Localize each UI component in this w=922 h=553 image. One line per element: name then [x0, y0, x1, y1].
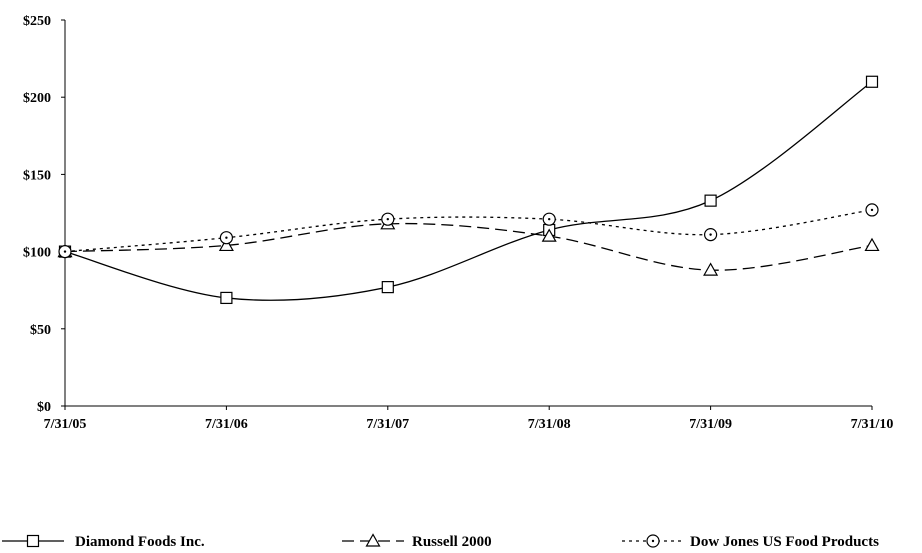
- data-point-dot: [225, 236, 228, 239]
- legend-item: Russell 2000: [342, 533, 492, 550]
- data-point: [218, 237, 234, 252]
- y-tick-label: $200: [23, 91, 51, 106]
- x-tick-label: 7/31/08: [528, 417, 571, 432]
- x-tick-label: 7/31/10: [851, 417, 894, 432]
- x-tick-label: 7/31/09: [689, 417, 732, 432]
- data-point: [865, 75, 879, 88]
- x-tick-group: 7/31/05 7/31/06 7/31/07 7/31/08 7/31/09 7/31/…: [44, 406, 894, 432]
- y-tick-label: $100: [23, 246, 51, 261]
- data-point: [703, 228, 718, 242]
- series-triangle: [57, 216, 880, 276]
- data-point: [703, 262, 719, 276]
- legend-label: Diamond Foods Inc.: [75, 534, 205, 550]
- legend-item: Dow Jones US Food Products: [622, 534, 879, 550]
- data-point-dot: [709, 233, 712, 236]
- y-tick-label: $250: [23, 14, 51, 29]
- data-point: [381, 281, 394, 294]
- data-point: [865, 203, 879, 217]
- data-point-dot: [63, 250, 67, 253]
- series-group: [57, 75, 880, 305]
- y-tick-group: $0 $50 $100 $150 $200 $250: [23, 14, 65, 415]
- legend-marker: [365, 533, 381, 547]
- legend-item: Diamond Foods Inc.: [2, 534, 205, 550]
- data-point: [541, 228, 557, 242]
- series-circle: [58, 203, 879, 259]
- series-line: [64, 81, 873, 301]
- chart-axes: [64, 20, 872, 407]
- x-tick-label: 7/31/06: [205, 417, 248, 432]
- legend-marker: [646, 534, 660, 548]
- x-tick-label: 7/31/05: [44, 417, 87, 432]
- y-tick-label: $0: [37, 400, 51, 415]
- data-point: [220, 291, 233, 305]
- y-tick-label: $50: [30, 323, 51, 338]
- legend-label: Dow Jones US Food Products: [690, 534, 879, 550]
- x-tick-label: 7/31/07: [366, 417, 409, 432]
- data-point-dot: [386, 217, 389, 221]
- data-point-dot: [870, 208, 874, 212]
- data-point: [542, 212, 556, 226]
- data-point: [219, 231, 233, 245]
- data-point: [381, 212, 395, 226]
- legend-marker-dot: [651, 539, 655, 543]
- legend-label: Russell 2000: [412, 534, 492, 550]
- legend: Diamond Foods Inc. Russell 2000 Dow Jones …: [2, 533, 879, 550]
- data-point-dot: [548, 217, 551, 221]
- legend-marker: [26, 534, 40, 548]
- data-point: [864, 237, 880, 252]
- data-point: [58, 245, 72, 259]
- data-point: [704, 194, 717, 207]
- y-tick-label: $150: [23, 168, 51, 183]
- series-line: [64, 222, 873, 271]
- series-line: [64, 209, 873, 253]
- series-square: [58, 75, 879, 305]
